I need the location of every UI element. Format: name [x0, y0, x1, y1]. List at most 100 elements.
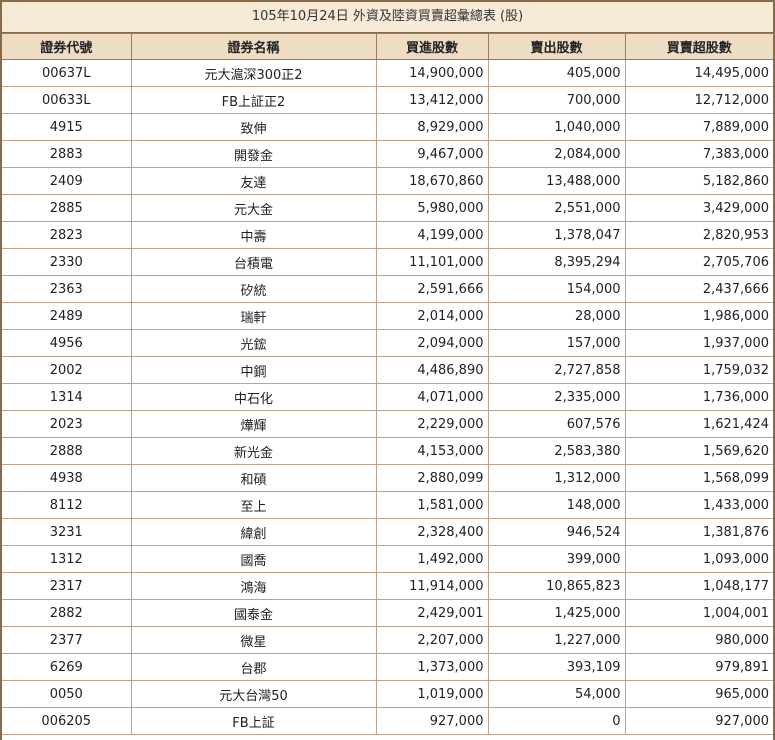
- stock-code-cell: 2023: [2, 410, 132, 438]
- stock-name-cell: 中石化: [130, 383, 377, 411]
- table-row: 2823 中壽 4,199,000 1,378,047 2,820,953: [2, 221, 773, 249]
- table-row: 4938 和碩 2,880,099 1,312,000 1,568,099: [2, 464, 773, 492]
- net-shares-cell: 7,383,000: [624, 140, 773, 168]
- stock-code-cell: 8112: [2, 491, 132, 519]
- stock-name-cell: FB上証正2: [130, 86, 377, 114]
- stock-code-cell: 2363: [2, 275, 132, 303]
- stock-code-cell: 00637L: [2, 59, 132, 87]
- stock-code-cell: 3231: [2, 518, 132, 546]
- table-row: 0050 元大台灣50 1,019,000 54,000 965,000: [2, 680, 773, 708]
- sell-shares-cell: 0: [487, 707, 626, 735]
- net-shares-cell: 1,736,000: [624, 383, 773, 411]
- stock-code-cell: 2489: [2, 302, 132, 330]
- sell-shares-cell: 148,000: [487, 491, 626, 519]
- net-shares-cell: 2,437,666: [624, 275, 773, 303]
- col-header-net: 買賣超股數: [624, 33, 773, 60]
- col-header-name: 證券名稱: [130, 33, 377, 60]
- table-row: 2002 中鋼 4,486,890 2,727,858 1,759,032: [2, 356, 773, 384]
- sell-shares-cell: 405,000: [487, 59, 626, 87]
- stock-code-cell: 2317: [2, 572, 132, 600]
- stock-name-cell: 鴻海: [130, 572, 377, 600]
- table-row: 2885 元大金 5,980,000 2,551,000 3,429,000: [2, 194, 773, 222]
- stock-code-cell: 2377: [2, 626, 132, 654]
- sell-shares-cell: 28,000: [487, 302, 626, 330]
- net-shares-cell: 12,712,000: [624, 86, 773, 114]
- stock-code-cell: 2330: [2, 248, 132, 276]
- buy-shares-cell: 927,000: [375, 707, 489, 735]
- table-row: 00633L FB上証正2 13,412,000 700,000 12,712,000: [2, 86, 773, 114]
- buy-shares-cell: 2,328,400: [375, 518, 489, 546]
- net-shares-cell: 1,759,032: [624, 356, 773, 384]
- buy-shares-cell: 5,980,000: [375, 194, 489, 222]
- buy-shares-cell: 2,429,001: [375, 599, 489, 627]
- stock-code-cell: 0050: [2, 680, 132, 708]
- net-shares-cell: 2,705,706: [624, 248, 773, 276]
- buy-shares-cell: 8,929,000: [375, 113, 489, 141]
- net-shares-cell: 965,000: [624, 680, 773, 708]
- table-row: 2317 鴻海 11,914,000 10,865,823 1,048,177: [2, 572, 773, 600]
- table-row: 2882 國泰金 2,429,001 1,425,000 1,004,001: [2, 599, 773, 627]
- net-shares-cell: 927,000: [624, 707, 773, 735]
- stock-code-cell: 006205: [2, 707, 132, 735]
- sell-shares-cell: 2,335,000: [487, 383, 626, 411]
- stock-code-cell: 2002: [2, 356, 132, 384]
- sell-shares-cell: 946,524: [487, 518, 626, 546]
- buy-shares-cell: 2,207,000: [375, 626, 489, 654]
- stock-name-cell: 緯創: [130, 518, 377, 546]
- stock-code-cell: 2882: [2, 599, 132, 627]
- stock-code-cell: 2885: [2, 194, 132, 222]
- table-row: 8112 至上 1,581,000 148,000 1,433,000: [2, 491, 773, 519]
- net-shares-cell: 1,569,620: [624, 437, 773, 465]
- stock-code-cell: 2409: [2, 167, 132, 195]
- stock-name-cell: 致伸: [130, 113, 377, 141]
- stock-code-cell: 2823: [2, 221, 132, 249]
- stock-name-cell: 中壽: [130, 221, 377, 249]
- sell-shares-cell: 1,378,047: [487, 221, 626, 249]
- table-row: 4956 光鋐 2,094,000 157,000 1,937,000: [2, 329, 773, 357]
- buy-shares-cell: 1,373,000: [375, 653, 489, 681]
- col-header-buy: 買進股數: [375, 33, 489, 60]
- stock-name-cell: FB上証: [130, 707, 377, 735]
- table-row: 4915 致伸 8,929,000 1,040,000 7,889,000: [2, 113, 773, 141]
- table-row: 2489 瑞軒 2,014,000 28,000 1,986,000: [2, 302, 773, 330]
- net-shares-cell: 3,429,000: [624, 194, 773, 222]
- stock-code-cell: 1314: [2, 383, 132, 411]
- stock-name-cell: 瑞軒: [130, 302, 377, 330]
- stock-name-cell: 燁輝: [130, 410, 377, 438]
- sell-shares-cell: 1,040,000: [487, 113, 626, 141]
- net-shares-cell: 1,048,177: [624, 572, 773, 600]
- net-shares-cell: 979,891: [624, 653, 773, 681]
- net-shares-cell: 1,433,000: [624, 491, 773, 519]
- table-row: 2409 友達 18,670,860 13,488,000 5,182,860: [2, 167, 773, 195]
- stock-name-cell: 元大台灣50: [130, 680, 377, 708]
- buy-shares-cell: 2,591,666: [375, 275, 489, 303]
- sell-shares-cell: 399,000: [487, 545, 626, 573]
- buy-shares-cell: 11,914,000: [375, 572, 489, 600]
- table-body: 00637L 元大滬深300正2 14,900,000 405,000 14,495,0…: [2, 59, 773, 735]
- stock-name-cell: 元大金: [130, 194, 377, 222]
- sell-shares-cell: 607,576: [487, 410, 626, 438]
- stock-name-cell: 國喬: [130, 545, 377, 573]
- buy-shares-cell: 1,492,000: [375, 545, 489, 573]
- stock-name-cell: 台積電: [130, 248, 377, 276]
- table-row: 2023 燁輝 2,229,000 607,576 1,621,424: [2, 410, 773, 438]
- sell-shares-cell: 393,109: [487, 653, 626, 681]
- sell-shares-cell: 2,551,000: [487, 194, 626, 222]
- table-row: 2363 矽統 2,591,666 154,000 2,437,666: [2, 275, 773, 303]
- net-shares-cell: 980,000: [624, 626, 773, 654]
- buy-shares-cell: 9,467,000: [375, 140, 489, 168]
- net-shares-cell: 1,568,099: [624, 464, 773, 492]
- net-shares-cell: 7,889,000: [624, 113, 773, 141]
- stock-code-cell: 00633L: [2, 86, 132, 114]
- buy-shares-cell: 2,229,000: [375, 410, 489, 438]
- buy-shares-cell: 2,880,099: [375, 464, 489, 492]
- table-row: 2888 新光金 4,153,000 2,583,380 1,569,620: [2, 437, 773, 465]
- sell-shares-cell: 10,865,823: [487, 572, 626, 600]
- sell-shares-cell: 1,227,000: [487, 626, 626, 654]
- sell-shares-cell: 54,000: [487, 680, 626, 708]
- stock-code-cell: 4956: [2, 329, 132, 357]
- net-shares-cell: 14,495,000: [624, 59, 773, 87]
- table-row: 6269 台郡 1,373,000 393,109 979,891: [2, 653, 773, 681]
- buy-shares-cell: 13,412,000: [375, 86, 489, 114]
- table-row: 1314 中石化 4,071,000 2,335,000 1,736,000: [2, 383, 773, 411]
